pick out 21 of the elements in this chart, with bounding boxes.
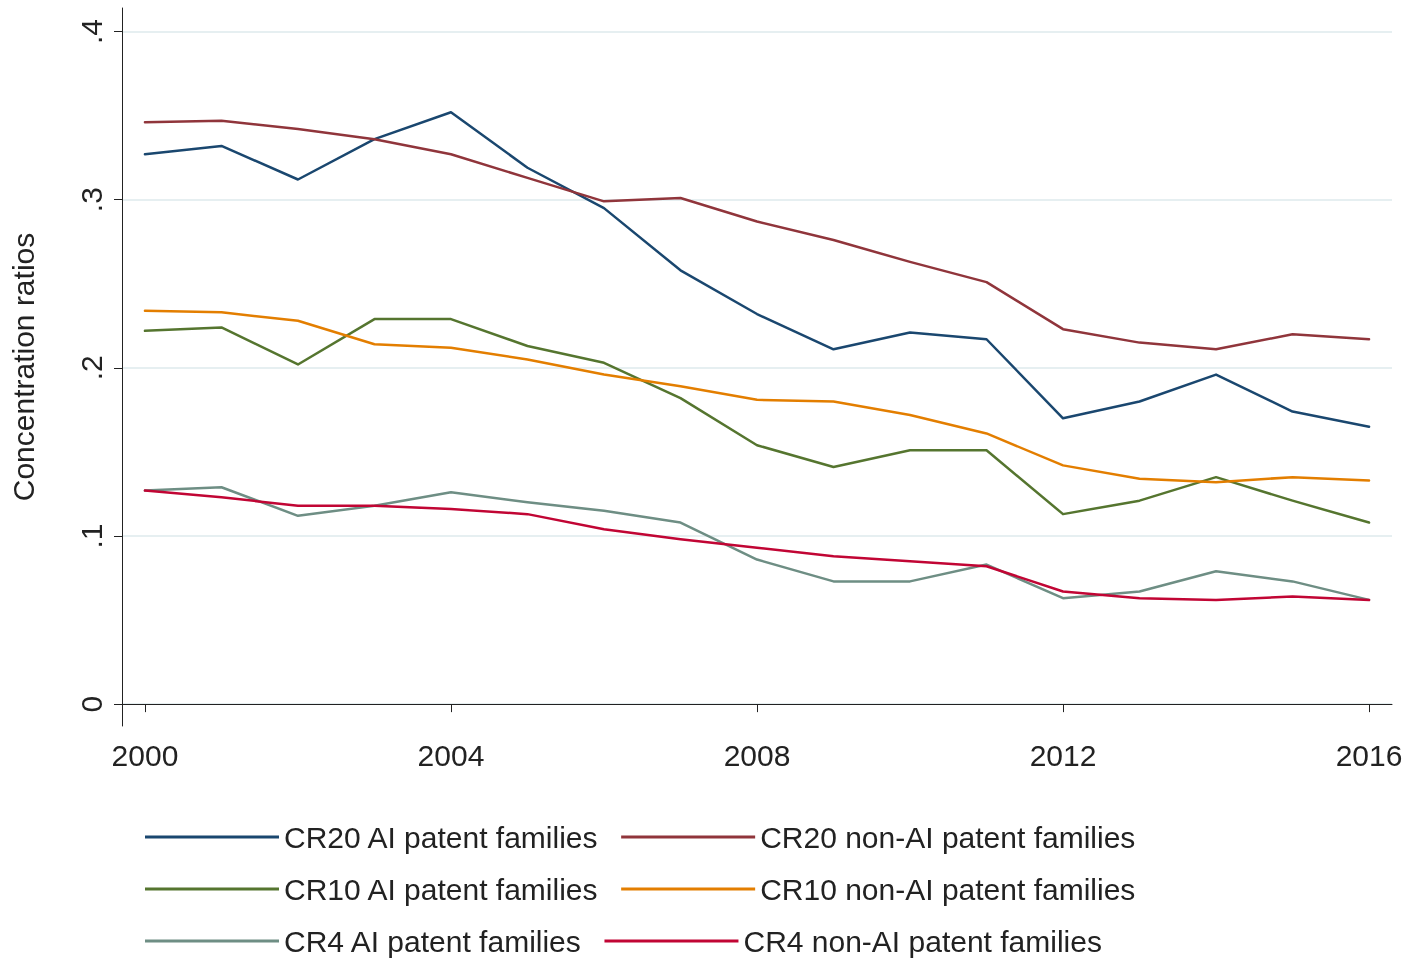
y-tick-label: .3: [74, 187, 108, 213]
legend-label: CR10 non-AI patent families: [760, 872, 1136, 906]
y-axis-title: Concentration ratios: [6, 232, 40, 502]
line-series: [143, 309, 1371, 484]
y-tick-label: .2: [74, 355, 108, 381]
legend-label: CR20 AI patent families: [284, 820, 598, 854]
x-tick-label: 2004: [417, 738, 485, 772]
legend-label: CR10 AI patent families: [284, 872, 598, 906]
line-series: [143, 119, 1371, 351]
legend-label: CR4 AI patent families: [284, 924, 581, 958]
x-tick-label: 2008: [723, 738, 791, 772]
legend-label: CR4 non-AI patent families: [743, 924, 1102, 958]
y-tick-label: .4: [74, 19, 108, 45]
legend-label: CR20 non-AI patent families: [760, 820, 1136, 854]
y-tick-label: .1: [74, 523, 108, 549]
x-tick-label: 2016: [1335, 738, 1403, 772]
line-series: [143, 317, 1371, 524]
line-series: [143, 111, 1371, 428]
x-tick-label: 2012: [1029, 738, 1097, 772]
y-tick-label: 0: [74, 695, 108, 713]
x-tick-label: 2000: [111, 738, 179, 772]
